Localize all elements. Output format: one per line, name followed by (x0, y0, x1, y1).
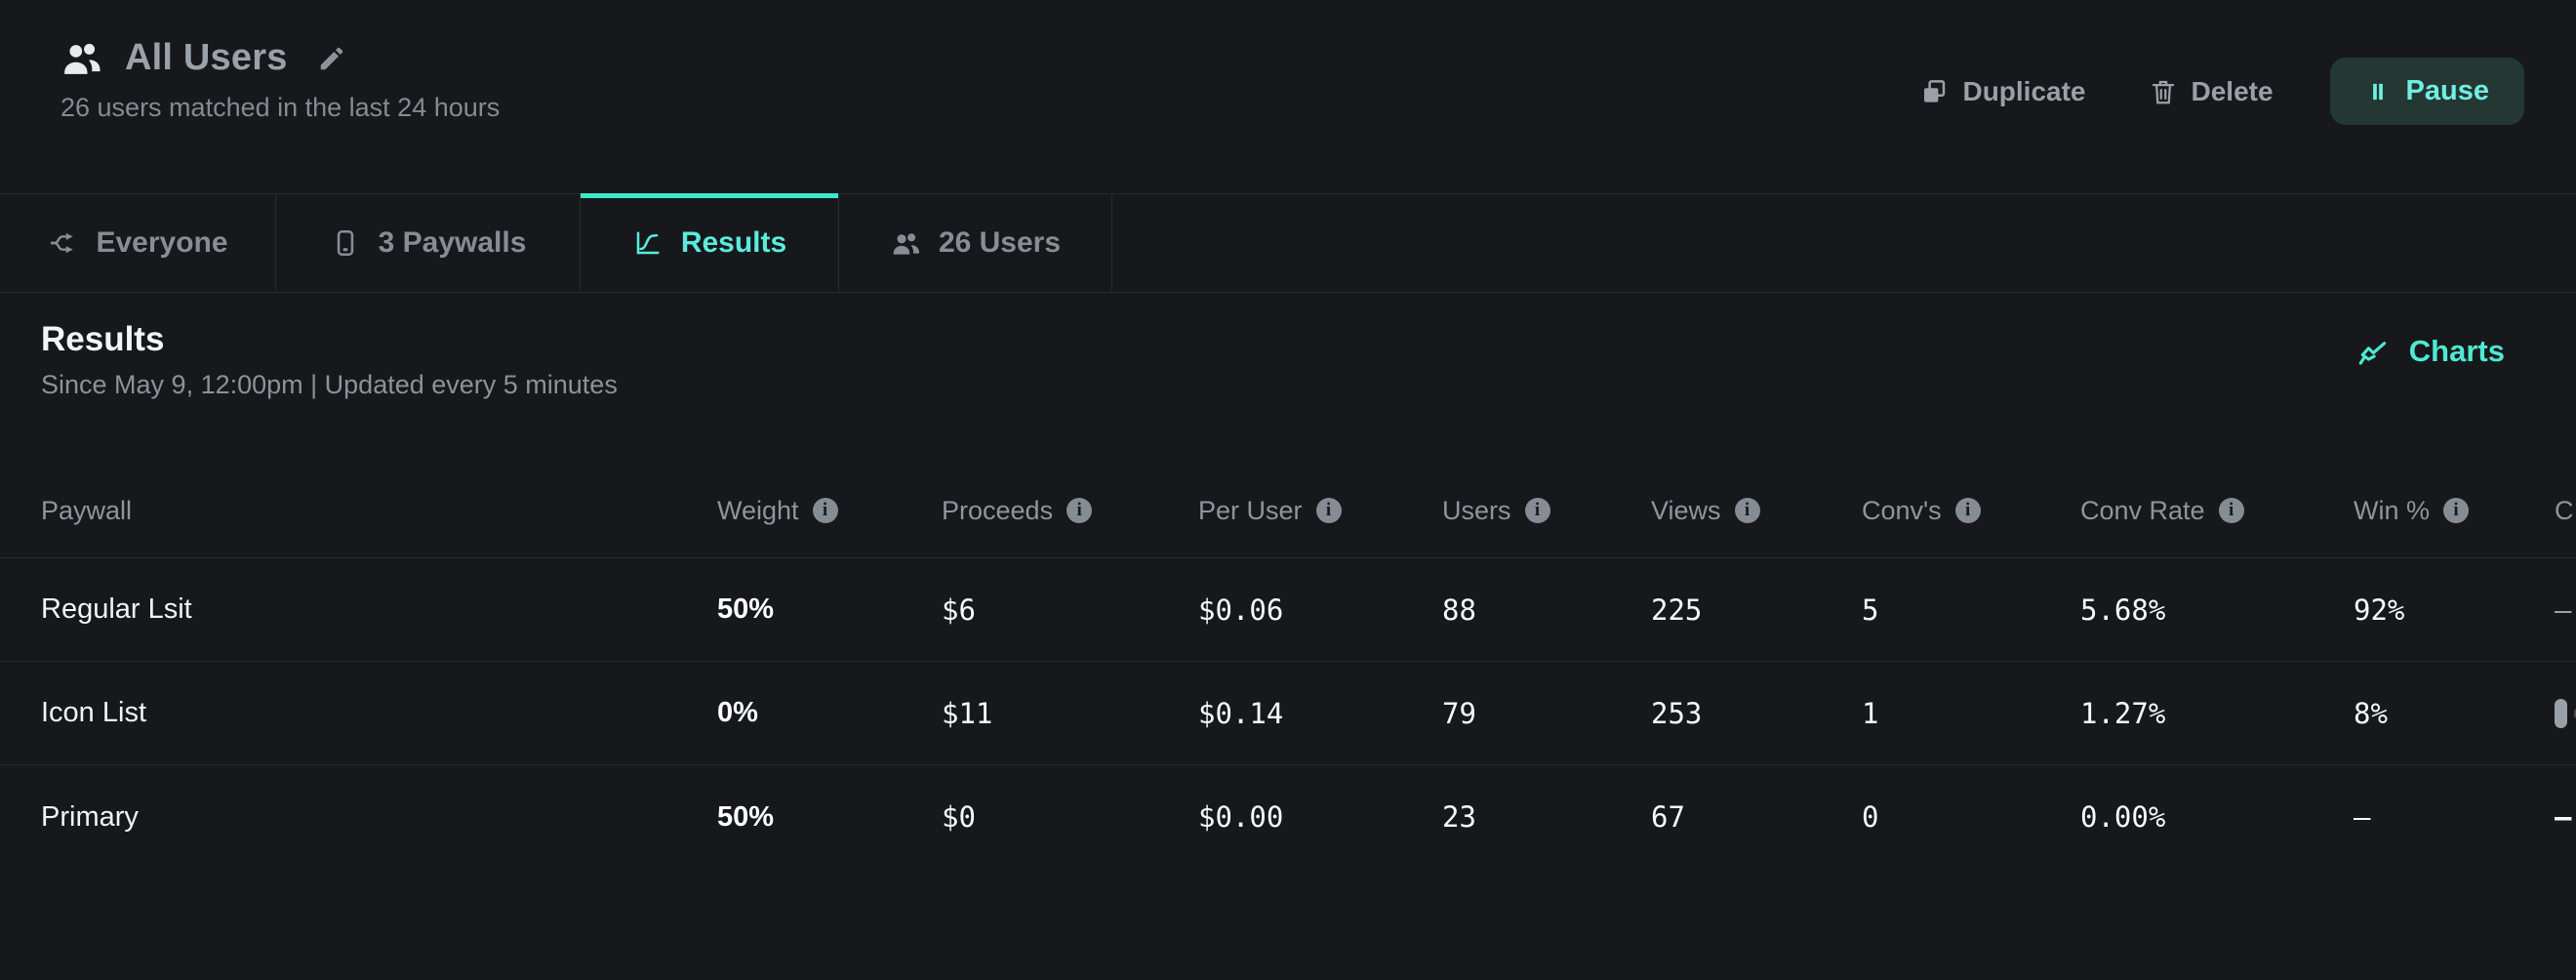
column-header-win-pct: Win % i (2354, 496, 2555, 526)
win-pct-cell: – (2354, 800, 2371, 834)
column-label: Views (1651, 495, 1721, 525)
pause-icon (2372, 83, 2383, 100)
column-label: C (2555, 495, 2574, 525)
column-header-conv-rate: Conv Rate i (2080, 496, 2354, 526)
info-icon[interactable]: i (1067, 498, 1093, 523)
column-label: Conv Rate (2080, 495, 2205, 525)
matched-users-subtitle: 26 users matched in the last 24 hours (60, 93, 501, 122)
confidence-cell: – (2555, 592, 2572, 627)
proceeds-cell: $0 (942, 800, 976, 834)
pencil-edit-icon[interactable] (317, 44, 346, 73)
table-row[interactable]: Regular Lsit 50% $6 $0.06 88 225 5 5.68%… (0, 558, 2576, 662)
line-chart-icon (2358, 342, 2386, 365)
tab-results[interactable]: Results (581, 193, 839, 292)
column-header-confidence-clipped: C (2555, 496, 2576, 526)
per-user-cell: $0.00 (1198, 800, 1284, 834)
per-user-cell: $0.06 (1198, 592, 1284, 627)
info-icon[interactable]: i (2218, 498, 2244, 523)
table-header-row: Paywall Weight i Proceeds i Per User i U… (0, 444, 2576, 558)
convs-cell: 5 (1862, 592, 1879, 627)
charts-link[interactable]: Charts (2355, 334, 2505, 369)
views-cell: 225 (1651, 592, 1703, 627)
users-cell: 79 (1442, 696, 1476, 730)
duplicate-button[interactable]: Duplicate (1919, 75, 2086, 107)
results-section-header: Results Since May 9, 12:00pm | Updated e… (0, 293, 2576, 400)
paywall-name-cell: Regular Lsit (41, 593, 192, 625)
tab-everyone-label: Everyone (96, 226, 228, 259)
column-label: Win % (2354, 495, 2431, 525)
info-icon[interactable]: i (1315, 498, 1342, 523)
column-label: Per User (1198, 495, 1303, 525)
curve-chart-icon (636, 231, 660, 255)
tab-paywalls-label: 3 Paywalls (378, 226, 527, 259)
info-icon[interactable]: i (1954, 498, 1981, 523)
convs-cell: 1 (1862, 696, 1879, 730)
results-subheading: Since May 9, 12:00pm | Updated every 5 m… (41, 370, 618, 399)
two-users-icon (64, 43, 101, 74)
delete-label: Delete (2191, 75, 2274, 106)
pause-button[interactable]: Pause (2329, 58, 2524, 125)
confidence-cell: – (2555, 800, 2572, 834)
tab-users-label: 26 Users (938, 226, 1062, 259)
column-header-users: Users i (1442, 496, 1651, 526)
two-users-icon (893, 233, 919, 255)
tab-paywalls[interactable]: 3 Paywalls (276, 194, 581, 292)
proceeds-cell: $11 (942, 696, 993, 730)
table-row[interactable]: Icon List 0% $11 $0.14 79 253 1 1.27% 8% (0, 662, 2576, 765)
column-header-convs: Conv's i (1862, 496, 2080, 526)
results-heading: Results (41, 320, 165, 358)
column-header-weight: Weight i (717, 496, 942, 526)
info-icon[interactable]: i (1734, 498, 1760, 523)
duplicate-label: Duplicate (1962, 75, 2086, 106)
win-pct-cell: 92% (2354, 592, 2405, 627)
views-cell: 67 (1651, 800, 1685, 834)
confidence-cell (2555, 698, 2576, 728)
info-icon[interactable]: i (812, 498, 838, 523)
pause-label: Pause (2405, 75, 2489, 106)
phone-icon (337, 230, 353, 257)
page-header: All Users 26 users matched in the last 2… (0, 0, 2576, 193)
weight-cell: 0% (717, 697, 758, 728)
per-user-cell: $0.14 (1198, 696, 1284, 730)
win-pct-cell: 8% (2354, 696, 2388, 730)
tab-results-label: Results (680, 226, 787, 259)
column-header-views: Views i (1651, 496, 1862, 526)
column-header-proceeds: Proceeds i (942, 496, 1198, 526)
column-header-per-user: Per User i (1198, 496, 1442, 526)
users-cell: 23 (1442, 800, 1476, 834)
confidence-badge-clipped (2555, 698, 2567, 728)
conv-rate-cell: 5.68% (2080, 592, 2166, 627)
tab-users[interactable]: 26 Users (839, 194, 1112, 292)
column-label: Proceeds (942, 495, 1054, 525)
paywall-name-cell: Icon List (41, 697, 146, 728)
column-header-paywall: Paywall (41, 496, 717, 526)
table-row[interactable]: Primary 50% $0 $0.00 23 67 0 0.00% – – (0, 765, 2576, 869)
conv-rate-cell: 1.27% (2080, 696, 2166, 730)
column-label: Users (1442, 495, 1511, 525)
paywall-name-cell: Primary (41, 800, 139, 833)
charts-label: Charts (2408, 334, 2505, 368)
weight-cell: 50% (717, 800, 775, 833)
column-label: Conv's (1862, 495, 1942, 525)
copy-icon (1924, 79, 1946, 102)
conv-rate-cell: 0.00% (2080, 800, 2166, 834)
weight-cell: 50% (717, 593, 775, 625)
delete-button[interactable]: Delete (2149, 76, 2274, 107)
convs-cell: 0 (1862, 800, 1879, 834)
proceeds-cell: $6 (942, 592, 976, 627)
trash-icon (2152, 80, 2174, 103)
tab-bar: Everyone 3 Paywalls Results 26 Users (0, 193, 2576, 293)
info-icon[interactable]: i (1524, 498, 1550, 523)
results-table: Paywall Weight i Proceeds i Per User i U… (0, 444, 2576, 869)
column-label: Paywall (41, 495, 133, 525)
page-title: All Users (125, 37, 288, 78)
info-icon[interactable]: i (2443, 498, 2470, 523)
tab-everyone[interactable]: Everyone (0, 194, 276, 292)
header-actions: Duplicate Delete Pause (1919, 58, 2524, 125)
column-label: Weight (717, 495, 799, 525)
confidence-badge-fragment (2574, 708, 2576, 718)
users-cell: 88 (1442, 592, 1476, 627)
views-cell: 253 (1651, 696, 1703, 730)
branch-arrows-icon (51, 232, 74, 254)
